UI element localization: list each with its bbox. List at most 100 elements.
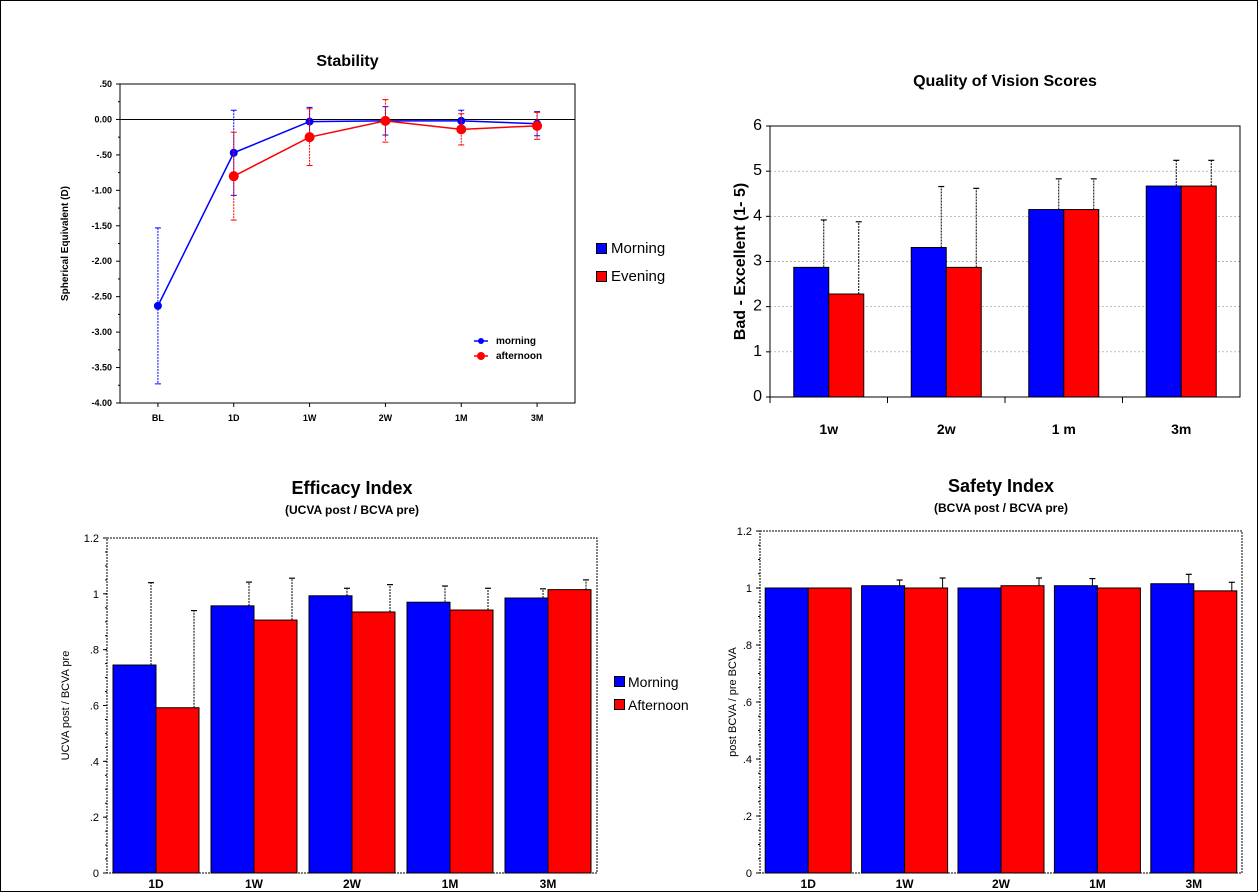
bar-afternoon <box>449 609 494 874</box>
y-tick-label: 1.2 <box>84 533 99 545</box>
y-tick-label: .50 <box>99 79 112 89</box>
bar-afternoon <box>155 707 200 874</box>
bar-evening <box>1063 209 1100 398</box>
bar-afternoon <box>547 589 592 874</box>
bar-morning <box>1053 585 1098 874</box>
chart-title: Safety Index <box>948 476 1054 496</box>
bar-afternoon <box>1096 587 1141 874</box>
bar-morning <box>764 587 809 874</box>
stability-side-legend: Morning Evening <box>596 234 665 290</box>
legend-swatch-afternoon <box>614 699 625 710</box>
y-tick-label: -3.00 <box>91 327 112 337</box>
y-tick-label: .8 <box>90 645 99 657</box>
legend-swatch-morning <box>614 676 625 687</box>
bar-morning <box>112 664 157 874</box>
y-tick-label: 6 <box>753 117 762 134</box>
legend-label-morning: Morning <box>611 239 666 257</box>
chart-title: Efficacy Index <box>291 478 412 498</box>
y-tick-label: 5 <box>753 162 762 179</box>
data-point-afternoon <box>380 115 391 126</box>
x-tick-label: 3m <box>1171 421 1191 437</box>
bar-afternoon <box>1193 590 1238 874</box>
x-tick-label: 1D <box>801 877 817 891</box>
bar-afternoon <box>351 611 396 874</box>
efficacy-index-chart: Efficacy Index (UCVA post / BCVA pre) UCVA… <box>60 478 598 891</box>
legend-marker-morning <box>478 338 484 344</box>
data-point-afternoon <box>228 171 239 182</box>
bar-afternoon <box>904 587 949 874</box>
bar-morning <box>793 266 830 398</box>
x-tick-label: 1 m <box>1052 421 1076 437</box>
bar-afternoon <box>807 587 852 874</box>
y-axis-label: post BCVA / pre BCVA <box>727 647 739 757</box>
y-tick-label: 0 <box>753 388 762 405</box>
y-tick-label: -2.50 <box>91 292 112 302</box>
safety-index-chart: Safety Index (BCVA post / BCVA pre) post B… <box>727 476 1243 891</box>
y-tick-label: 2 <box>753 298 762 315</box>
y-tick-label: .6 <box>90 701 99 713</box>
legend-swatch-evening <box>596 270 607 282</box>
chart-subtitle: (BCVA post / BCVA pre) <box>934 501 1068 515</box>
x-tick-label: BL <box>152 413 164 423</box>
y-tick-label: .4 <box>90 756 99 768</box>
bar-afternoon <box>253 619 298 874</box>
chart-title: Stability <box>316 53 378 70</box>
legend-item-evening: Evening <box>596 262 665 290</box>
x-tick-label: 1D <box>228 413 240 423</box>
x-tick-label: 1M <box>442 877 459 891</box>
x-tick-label: 1w <box>819 421 838 437</box>
bar-morning <box>861 585 906 874</box>
y-axis-label: Bad - Excellent (1- 5) <box>732 183 749 340</box>
y-tick-label: 0.00 <box>94 114 112 124</box>
x-tick-label: 1W <box>896 877 915 891</box>
bar-morning <box>1028 209 1065 398</box>
bar-morning <box>910 246 947 398</box>
bar-evening <box>828 293 865 398</box>
y-tick-label: 0 <box>746 868 752 880</box>
legend-label-evening: Evening <box>611 267 666 285</box>
bar-morning <box>308 595 353 874</box>
bar-morning <box>406 601 451 874</box>
bar-morning <box>1150 583 1195 874</box>
data-point-afternoon <box>532 120 543 131</box>
x-tick-label: 1M <box>1089 877 1106 891</box>
chart-title: Quality of Vision Scores <box>913 73 1097 90</box>
chart-subtitle: (UCVA post / BCVA pre) <box>285 503 419 517</box>
x-tick-label: 2W <box>992 877 1011 891</box>
y-axis-label: UCVA post / BCVA pre <box>60 651 72 761</box>
x-tick-label: 2W <box>343 877 362 891</box>
data-point-morning <box>229 148 238 157</box>
stability-chart: Stability Spherical Equivalent (D) .50 0.00… <box>60 53 576 423</box>
legend-marker-afternoon <box>477 352 485 360</box>
bar-morning <box>957 587 1002 874</box>
data-point-morning <box>153 301 162 310</box>
y-tick-label: -1.50 <box>91 221 112 231</box>
legend-item-morning: Morning <box>614 670 689 693</box>
y-axis-label: Spherical Equivalent (D) <box>60 186 71 301</box>
y-tick-label: 0 <box>93 868 99 880</box>
series-line-morning <box>157 120 538 307</box>
y-tick-label: -4.00 <box>91 398 112 408</box>
y-tick-label: .2 <box>90 812 99 824</box>
x-tick-label: 1M <box>455 413 468 423</box>
y-tick-label: .8 <box>743 640 752 652</box>
bar-morning <box>1145 185 1182 398</box>
x-tick-label: 1W <box>303 413 317 423</box>
y-tick-label: 1.2 <box>737 526 752 538</box>
legend-label-morning: morning <box>496 336 536 347</box>
data-point-afternoon <box>304 132 315 143</box>
x-tick-label: 3M <box>1185 877 1202 891</box>
x-tick-label: 2w <box>937 421 956 437</box>
legend-swatch-morning <box>596 242 607 254</box>
y-tick-label: 1 <box>93 589 99 601</box>
bar-morning <box>210 605 255 874</box>
legend-item-afternoon: Afternoon <box>614 693 689 716</box>
y-tick-label: -3.50 <box>91 363 112 373</box>
x-tick-label: 1W <box>245 877 264 891</box>
bar-morning <box>504 597 549 874</box>
y-tick-label: .6 <box>743 697 752 709</box>
legend-item-morning: Morning <box>596 234 665 262</box>
y-tick-label: 1 <box>746 583 752 595</box>
quality-of-vision-chart: Quality of Vision Scores Bad - Excellent … <box>732 73 1241 437</box>
